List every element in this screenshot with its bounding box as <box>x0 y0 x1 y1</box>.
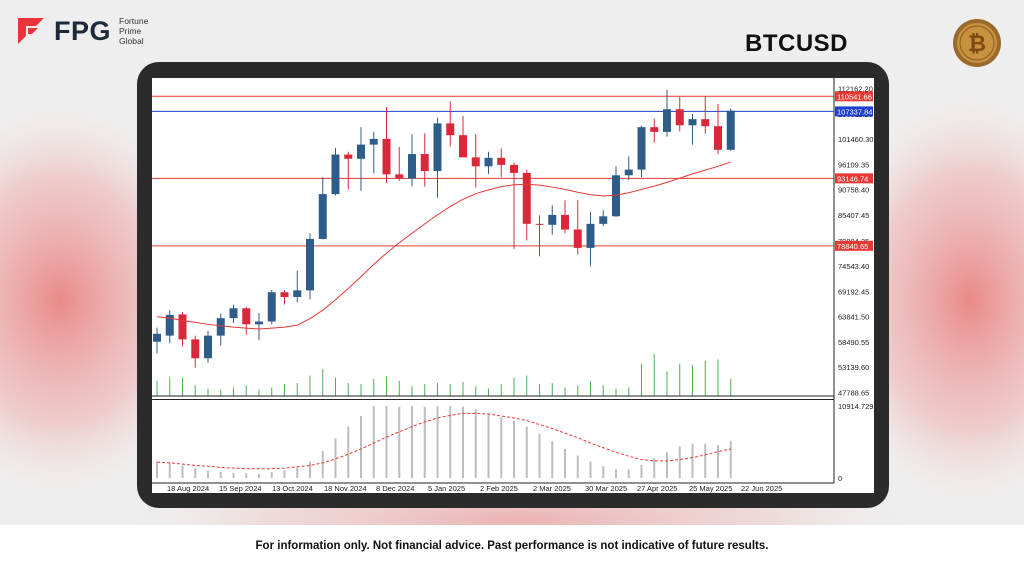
price-tick-label: 69192.45 <box>838 287 869 296</box>
candle-body <box>280 292 289 297</box>
price-tick-label: 96109.35 <box>838 160 869 169</box>
candle-body <box>293 290 302 297</box>
brand-logo: FPG Fortune Prime Global <box>14 14 148 48</box>
candle-body <box>395 174 404 179</box>
candle-body <box>548 214 557 225</box>
level-label: 93146.74 <box>837 174 868 183</box>
bitcoin-icon: ₿ <box>953 19 1001 67</box>
chart-screen: 47788.65 53139.60 58490.55 63841.50 69192.45… <box>152 78 874 493</box>
candle-body <box>484 157 493 167</box>
candle-body <box>714 126 722 150</box>
disclaimer-text: For information only. Not financial advi… <box>255 540 769 552</box>
candle-body <box>382 138 391 175</box>
candle-body <box>471 157 480 167</box>
fpg-logo-icon <box>18 18 44 44</box>
candle-body <box>726 110 735 150</box>
candle-body <box>216 318 225 336</box>
candle-body <box>650 127 659 132</box>
candle-body <box>369 138 378 145</box>
candle-body <box>267 292 276 322</box>
level-label: 107337.84 <box>837 107 872 116</box>
candle-body <box>497 157 506 165</box>
candle-body <box>357 144 365 159</box>
candle-body <box>331 154 340 195</box>
candle-body <box>433 123 442 172</box>
symbol-title: BTCUSD <box>745 30 848 57</box>
candle-body <box>191 339 200 359</box>
candle-body <box>344 154 353 159</box>
candle-body <box>446 123 455 136</box>
candle-body <box>153 333 161 342</box>
price-tick-label: 63841.50 <box>838 313 869 322</box>
candle-body <box>165 314 174 336</box>
level-label: 110541.66 <box>837 92 872 101</box>
price-tick-label: 90758.40 <box>838 186 869 195</box>
candle-body <box>624 169 633 176</box>
price-tick-label: 47788.65 <box>838 388 869 397</box>
price-tick-label: 101460.30 <box>838 135 873 144</box>
svg-text:₿: ₿ <box>968 32 986 57</box>
candle-body <box>229 308 238 319</box>
candle-body <box>255 321 263 325</box>
level-label-box <box>835 173 873 184</box>
indicator-signal-line <box>156 412 731 470</box>
candle-body <box>510 164 518 173</box>
time-tick-label: 2 Feb 2025 <box>480 484 518 493</box>
moving-average-line <box>156 161 731 330</box>
time-tick-label: 18 Aug 2024 <box>167 484 209 493</box>
level-label-box <box>835 91 873 102</box>
candle-body <box>242 308 251 325</box>
candle-body <box>306 238 314 291</box>
candle-body <box>178 314 187 340</box>
candle-body <box>688 119 697 126</box>
price-tick-label: 85407.45 <box>838 211 869 220</box>
price-tick-label: 53139.60 <box>838 363 869 372</box>
level-label-box <box>835 240 873 251</box>
candle-body <box>586 223 595 248</box>
time-tick-label: 5 Jan 2025 <box>428 484 465 493</box>
candle-body <box>561 214 569 230</box>
time-tick-label: 18 Nov 2024 <box>324 484 367 493</box>
candle-body <box>612 175 620 217</box>
candle-body <box>535 223 544 225</box>
candle-body <box>701 119 710 127</box>
level-label: 78840.65 <box>837 242 868 251</box>
candle-body <box>573 229 582 248</box>
candle-body <box>663 109 671 132</box>
indicator-tick-label: 10914.729 <box>838 402 873 411</box>
indicator-tick-label: 0 <box>838 474 842 483</box>
time-tick-label: 8 Dec 2024 <box>376 484 414 493</box>
candle-body <box>637 127 646 170</box>
time-tick-label: 13 Oct 2024 <box>272 484 313 493</box>
time-tick-label: 30 Mar 2025 <box>585 484 627 493</box>
time-tick-label: 2 Mar 2025 <box>533 484 571 493</box>
time-tick-label: 15 Sep 2024 <box>219 484 262 493</box>
time-tick-label: 22 Jun 2025 <box>741 484 782 493</box>
price-tick-label: 112162.20 <box>838 85 873 94</box>
candle-body <box>675 109 684 126</box>
candle-body <box>459 135 467 158</box>
candle-body <box>318 194 327 239</box>
brand-name: FPG <box>54 15 112 46</box>
candle-body <box>204 335 212 359</box>
level-label-box <box>835 106 873 117</box>
candle-body <box>408 154 416 179</box>
time-tick-label: 27 Apr 2025 <box>637 484 677 493</box>
candle-body <box>522 172 531 224</box>
price-tick-label: 74543.40 <box>838 262 869 271</box>
candlestick-chart: 47788.65 53139.60 58490.55 63841.50 69192.45… <box>152 78 874 493</box>
candle-body <box>420 154 429 172</box>
candle-body <box>599 216 608 224</box>
time-tick-label: 25 May 2025 <box>689 484 732 493</box>
brand-subtitle: Fortune Prime Global <box>119 16 149 46</box>
price-tick-label: 58490.55 <box>838 338 869 347</box>
